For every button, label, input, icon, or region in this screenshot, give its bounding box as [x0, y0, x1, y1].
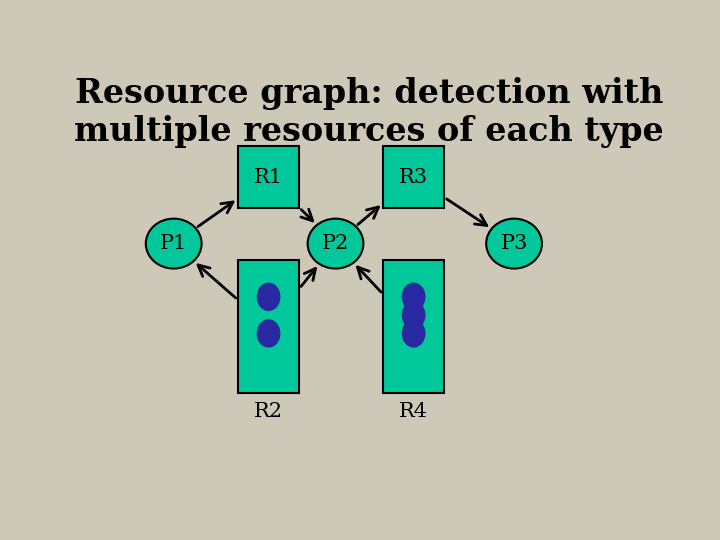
FancyBboxPatch shape [383, 146, 444, 208]
Text: R3: R3 [399, 167, 428, 186]
Text: R4: R4 [399, 402, 428, 421]
Ellipse shape [145, 219, 202, 268]
Text: P2: P2 [322, 234, 349, 253]
Text: Resource graph: detection with
multiple resources of each type: Resource graph: detection with multiple … [74, 77, 664, 148]
Ellipse shape [402, 320, 425, 347]
Ellipse shape [258, 284, 280, 310]
Ellipse shape [402, 302, 425, 329]
Text: P3: P3 [500, 234, 528, 253]
Ellipse shape [307, 219, 364, 268]
Ellipse shape [258, 320, 280, 347]
FancyBboxPatch shape [383, 260, 444, 393]
Text: R2: R2 [254, 402, 283, 421]
FancyBboxPatch shape [238, 146, 300, 208]
Ellipse shape [486, 219, 542, 268]
Text: R1: R1 [254, 167, 283, 186]
FancyBboxPatch shape [238, 260, 300, 393]
Ellipse shape [402, 284, 425, 310]
Text: P1: P1 [160, 234, 187, 253]
